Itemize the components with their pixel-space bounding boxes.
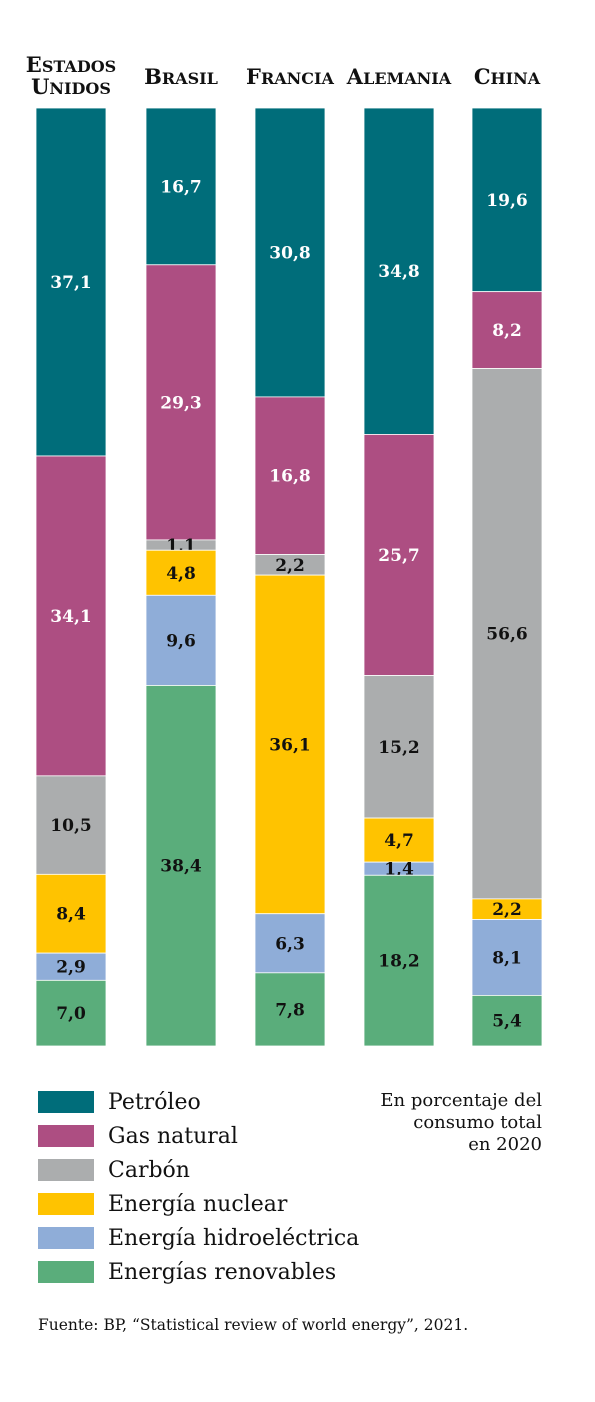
legend: Petróleo Gas natural Carbón Energía nucl… (38, 1085, 398, 1289)
bar-segment-brasil-energia-hidroelectrica (145, 594, 217, 686)
category-label-china: CHINA (474, 64, 541, 89)
data-label-francia-carbon: 2,2 (275, 556, 305, 576)
source-note: Fuente: BP, “Statistical review of world… (38, 1316, 469, 1334)
category-label-brasil: BRASIL (144, 64, 218, 89)
data-label-alemania-energias-renovables: 18,2 (378, 952, 419, 972)
bar-segment-brasil-energias-renovables (145, 685, 217, 1047)
data-label-alemania-energia-hidroelectrica: 1,4 (384, 860, 414, 880)
legend-swatch-gas-natural (38, 1125, 94, 1147)
bar-segment-francia-energias-renovables (254, 972, 326, 1047)
data-label-estados-unidos-energias-renovables: 7,0 (56, 1004, 86, 1024)
data-label-alemania-petroleo: 34,8 (378, 262, 419, 282)
bar-segment-estados-unidos-petroleo (35, 107, 107, 457)
legend-item-energias-renovables: Energías renovables (38, 1255, 398, 1289)
legend-swatch-petroleo (38, 1091, 94, 1113)
legend-item-gas-natural: Gas natural (38, 1119, 398, 1153)
data-label-francia-energia-nuclear: 36,1 (269, 735, 310, 755)
data-label-china-energia-hidroelectrica: 8,1 (492, 948, 522, 968)
legend-label-carbon: Carbón (108, 1157, 190, 1183)
legend-label-energia-nuclear: Energía nuclear (108, 1191, 288, 1217)
bar-segment-alemania-carbon (363, 675, 435, 819)
data-label-brasil-energias-renovables: 38,4 (160, 857, 202, 877)
bar-segment-estados-unidos-gas-natural (35, 455, 107, 777)
data-label-francia-gas-natural: 16,8 (269, 467, 310, 487)
data-label-estados-unidos-energia-hidroelectrica: 2,9 (56, 958, 86, 978)
data-label-brasil-energia-hidroelectrica: 9,6 (166, 631, 196, 651)
data-label-estados-unidos-petroleo: 37,1 (50, 273, 91, 293)
category-label-francia: FRANCIA (246, 64, 334, 89)
category-label-estados-unidos-line-1: ESTADOS (26, 52, 116, 77)
legend-swatch-energia-hidroelectrica (38, 1227, 94, 1249)
data-label-china-energias-renovables: 5,4 (492, 1012, 522, 1032)
legend-item-energia-hidroelectrica: Energía hidroeléctrica (38, 1221, 398, 1255)
units-note-line-2: consumo total (413, 1112, 542, 1133)
legend-label-energia-hidroelectrica: Energía hidroeléctrica (108, 1225, 360, 1251)
units-note-line-3: en 2020 (468, 1134, 542, 1155)
legend-item-carbon: Carbón (38, 1153, 398, 1187)
bar-segment-alemania-energia-nuclear (363, 817, 435, 863)
legend-item-petroleo: Petróleo (38, 1085, 398, 1119)
data-label-china-carbon: 56,6 (486, 625, 527, 645)
data-label-estados-unidos-energia-nuclear: 8,4 (56, 905, 86, 925)
bar-segment-francia-petroleo (254, 107, 326, 398)
legend-swatch-carbon (38, 1159, 94, 1181)
bar-segment-brasil-energia-nuclear (145, 549, 217, 596)
bar-segment-china-energias-renovables (471, 994, 543, 1047)
bar-segment-alemania-energias-renovables (363, 874, 435, 1047)
data-label-brasil-energia-nuclear: 4,8 (166, 564, 196, 584)
units-note: En porcentaje del consumo total en 2020 (330, 1090, 542, 1156)
data-label-brasil-petroleo: 16,7 (160, 177, 201, 197)
bar-segment-china-carbon (471, 368, 543, 900)
data-label-alemania-gas-natural: 25,7 (378, 546, 419, 566)
data-label-brasil-gas-natural: 29,3 (160, 393, 201, 413)
data-label-china-gas-natural: 8,2 (492, 321, 522, 341)
data-label-china-petroleo: 19,6 (486, 191, 527, 211)
bar-segment-alemania-petroleo (363, 107, 435, 435)
legend-swatch-energia-nuclear (38, 1193, 94, 1215)
units-note-line-1: En porcentaje del (380, 1090, 542, 1111)
legend-label-energias-renovables: Energías renovables (108, 1259, 337, 1285)
data-label-alemania-energia-nuclear: 4,7 (384, 831, 414, 851)
category-label-estados-unidos-line-2: UNIDOS (31, 74, 111, 99)
data-label-francia-energia-hidroelectrica: 6,3 (275, 934, 305, 954)
data-label-alemania-carbon: 15,2 (378, 738, 419, 758)
data-label-estados-unidos-carbon: 10,5 (50, 816, 91, 836)
legend-item-energia-nuclear: Energía nuclear (38, 1187, 398, 1221)
bar-segment-brasil-petroleo (145, 107, 217, 266)
category-label-alemania: ALEMANIA (346, 64, 452, 89)
bar-segment-estados-unidos-energia-nuclear (35, 873, 107, 954)
legend-label-petroleo: Petróleo (108, 1089, 201, 1115)
bar-segment-china-energia-hidroelectrica (471, 919, 543, 996)
data-label-francia-petroleo: 30,8 (269, 243, 310, 263)
legend-swatch-energias-renovables (38, 1261, 94, 1283)
data-label-francia-energias-renovables: 7,8 (275, 1000, 305, 1020)
bar-segment-estados-unidos-carbon (35, 775, 107, 875)
bar-segment-china-gas-natural (471, 291, 543, 369)
data-label-estados-unidos-gas-natural: 34,1 (50, 607, 91, 627)
bar-segment-estados-unidos-energias-renovables (35, 979, 107, 1047)
data-label-china-energia-nuclear: 2,2 (492, 900, 522, 920)
bar-segment-francia-gas-natural (254, 396, 326, 555)
legend-label-gas-natural: Gas natural (108, 1123, 238, 1149)
